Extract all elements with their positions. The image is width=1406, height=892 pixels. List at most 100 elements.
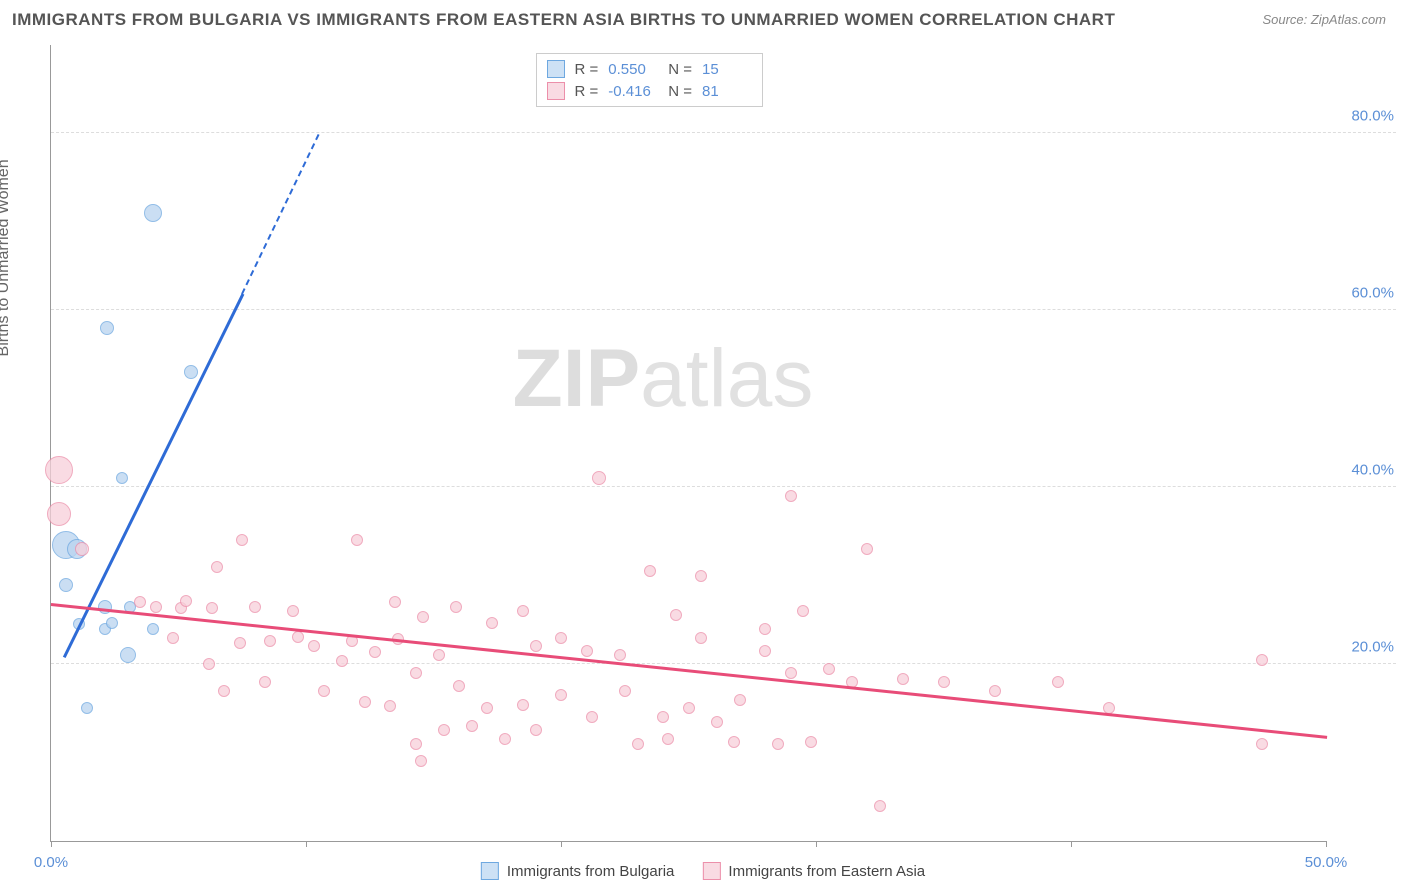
scatter-point bbox=[785, 667, 797, 679]
scatter-point bbox=[797, 605, 809, 617]
y-axis-label: Births to Unmarried Women bbox=[0, 159, 13, 356]
scatter-point bbox=[308, 640, 320, 652]
scatter-point bbox=[389, 596, 401, 608]
scatter-point bbox=[759, 623, 771, 635]
legend-item: Immigrants from Eastern Asia bbox=[702, 862, 925, 880]
trend-line bbox=[51, 603, 1327, 738]
scatter-point bbox=[234, 637, 246, 649]
scatter-point bbox=[695, 632, 707, 644]
scatter-point bbox=[211, 561, 223, 573]
scatter-point bbox=[218, 685, 230, 697]
legend-swatch bbox=[547, 60, 565, 78]
scatter-point bbox=[644, 565, 656, 577]
scatter-point bbox=[150, 601, 162, 613]
x-tick bbox=[51, 841, 52, 847]
scatter-point bbox=[75, 542, 89, 556]
scatter-point bbox=[359, 696, 371, 708]
x-tick bbox=[1326, 841, 1327, 847]
scatter-point bbox=[369, 646, 381, 658]
scatter-point bbox=[415, 755, 427, 767]
scatter-point bbox=[236, 534, 248, 546]
source-attribution: Source: ZipAtlas.com bbox=[1262, 12, 1386, 27]
trend-line-dashed bbox=[241, 134, 319, 294]
scatter-point bbox=[592, 471, 606, 485]
stats-row: R =0.550N =15 bbox=[547, 58, 753, 80]
scatter-point bbox=[147, 623, 159, 635]
y-tick-label: 80.0% bbox=[1351, 108, 1394, 125]
x-tick bbox=[1071, 841, 1072, 847]
gridline bbox=[51, 663, 1396, 664]
scatter-point bbox=[861, 543, 873, 555]
scatter-point bbox=[410, 738, 422, 750]
scatter-point bbox=[336, 655, 348, 667]
scatter-point bbox=[134, 596, 146, 608]
r-value: -0.416 bbox=[608, 83, 658, 100]
scatter-point bbox=[734, 694, 746, 706]
legend-swatch bbox=[702, 862, 720, 880]
scatter-point bbox=[805, 736, 817, 748]
scatter-point bbox=[1052, 676, 1064, 688]
scatter-point bbox=[433, 649, 445, 661]
scatter-point bbox=[450, 601, 462, 613]
scatter-point bbox=[81, 702, 93, 714]
scatter-point bbox=[287, 605, 299, 617]
scatter-point bbox=[772, 738, 784, 750]
scatter-point bbox=[486, 617, 498, 629]
n-value: 15 bbox=[702, 61, 752, 78]
scatter-point bbox=[823, 663, 835, 675]
scatter-point bbox=[530, 640, 542, 652]
chart-title: IMMIGRANTS FROM BULGARIA VS IMMIGRANTS F… bbox=[12, 10, 1115, 30]
y-tick-label: 60.0% bbox=[1351, 285, 1394, 302]
scatter-point bbox=[100, 321, 114, 335]
scatter-point bbox=[481, 702, 493, 714]
legend-swatch bbox=[547, 82, 565, 100]
scatter-point bbox=[417, 611, 429, 623]
scatter-point bbox=[581, 645, 593, 657]
correlation-chart: IMMIGRANTS FROM BULGARIA VS IMMIGRANTS F… bbox=[0, 0, 1406, 892]
y-tick-label: 20.0% bbox=[1351, 639, 1394, 656]
scatter-point bbox=[989, 685, 1001, 697]
scatter-point bbox=[614, 649, 626, 661]
scatter-point bbox=[657, 711, 669, 723]
scatter-point bbox=[499, 733, 511, 745]
scatter-point bbox=[897, 673, 909, 685]
x-tick bbox=[306, 841, 307, 847]
scatter-point bbox=[670, 609, 682, 621]
scatter-point bbox=[264, 635, 276, 647]
series-legend: Immigrants from Bulgaria Immigrants from … bbox=[481, 862, 925, 880]
y-tick-label: 40.0% bbox=[1351, 462, 1394, 479]
scatter-point bbox=[1256, 654, 1268, 666]
gridline bbox=[51, 486, 1396, 487]
legend-item: Immigrants from Bulgaria bbox=[481, 862, 675, 880]
scatter-point bbox=[292, 631, 304, 643]
scatter-point bbox=[1256, 738, 1268, 750]
scatter-point bbox=[180, 595, 192, 607]
scatter-point bbox=[619, 685, 631, 697]
scatter-point bbox=[116, 472, 128, 484]
scatter-point bbox=[632, 738, 644, 750]
scatter-point bbox=[683, 702, 695, 714]
scatter-point bbox=[45, 456, 73, 484]
x-tick bbox=[816, 841, 817, 847]
x-tick bbox=[561, 841, 562, 847]
n-value: 81 bbox=[702, 83, 752, 100]
scatter-point bbox=[318, 685, 330, 697]
scatter-point bbox=[351, 534, 363, 546]
r-label: R = bbox=[575, 61, 599, 78]
scatter-point bbox=[184, 365, 198, 379]
x-tick-label: 50.0% bbox=[1305, 854, 1348, 871]
n-label: N = bbox=[668, 61, 692, 78]
scatter-point bbox=[874, 800, 886, 812]
scatter-point bbox=[662, 733, 674, 745]
scatter-point bbox=[759, 645, 771, 657]
plot-area: ZIPatlas R =0.550N =15R =-0.416N =81 20.… bbox=[50, 45, 1326, 842]
scatter-point bbox=[695, 570, 707, 582]
scatter-point bbox=[555, 632, 567, 644]
gridline bbox=[51, 309, 1396, 310]
scatter-point bbox=[466, 720, 478, 732]
scatter-point bbox=[206, 602, 218, 614]
stats-legend: R =0.550N =15R =-0.416N =81 bbox=[536, 53, 764, 107]
scatter-point bbox=[120, 647, 136, 663]
x-tick-label: 0.0% bbox=[34, 854, 68, 871]
scatter-point bbox=[410, 667, 422, 679]
